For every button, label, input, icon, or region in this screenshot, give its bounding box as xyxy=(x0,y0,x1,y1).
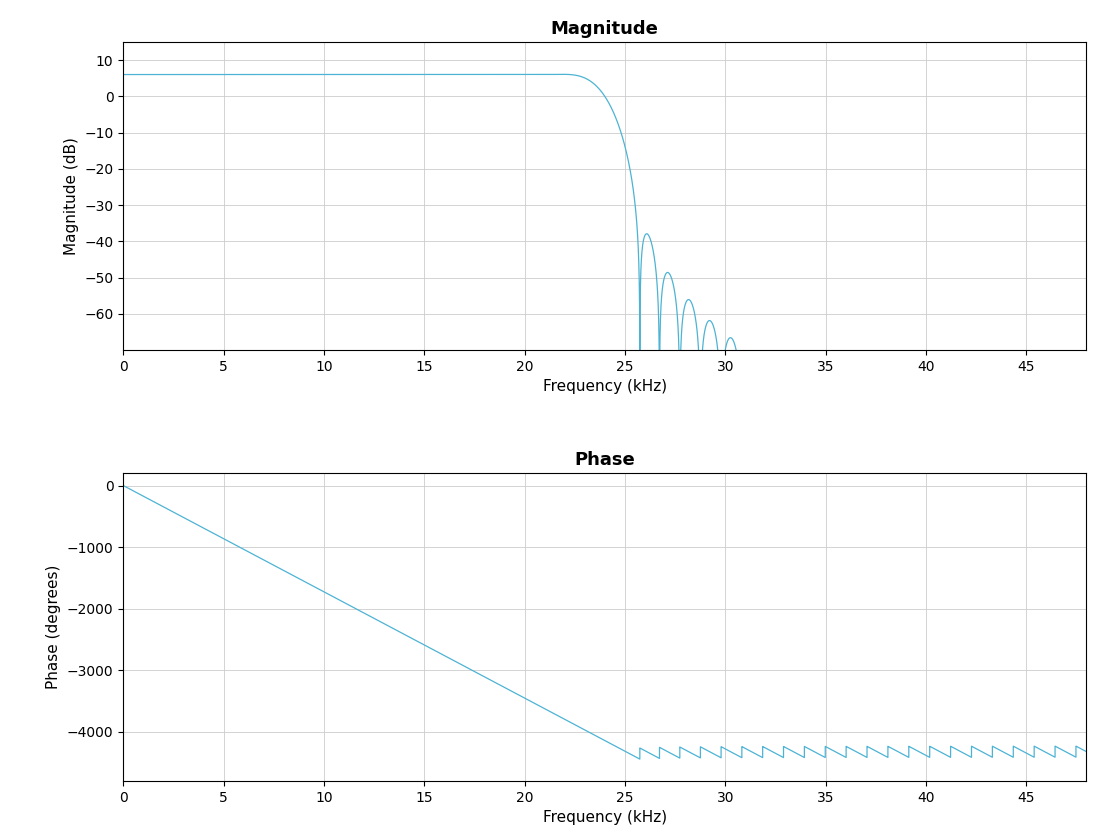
Y-axis label: Magnitude (dB): Magnitude (dB) xyxy=(64,137,78,255)
X-axis label: Frequency (kHz): Frequency (kHz) xyxy=(543,380,666,394)
X-axis label: Frequency (kHz): Frequency (kHz) xyxy=(543,811,666,826)
Title: Magnitude: Magnitude xyxy=(551,19,659,38)
Y-axis label: Phase (degrees): Phase (degrees) xyxy=(46,565,62,690)
Title: Phase: Phase xyxy=(575,451,635,469)
